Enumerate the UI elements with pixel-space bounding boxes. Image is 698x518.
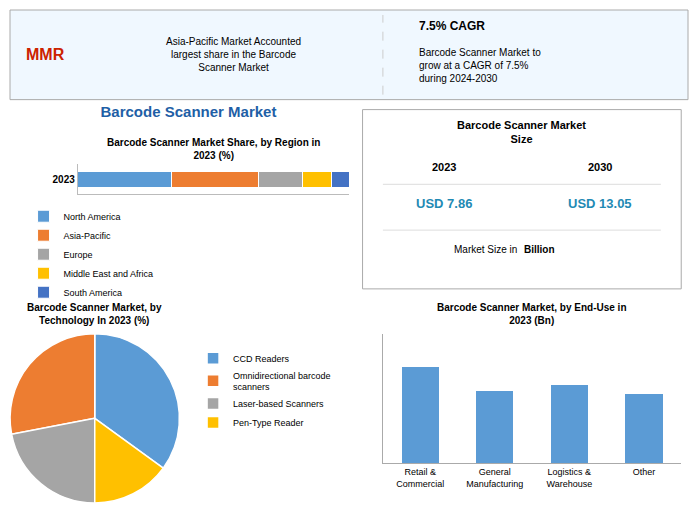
svg-text:MMR: MMR	[26, 46, 65, 63]
svg-text:GeneralManufacturing: GeneralManufacturing	[466, 467, 523, 489]
svg-text:USD 13.05: USD 13.05	[568, 196, 632, 211]
svg-text:South America: South America	[64, 288, 123, 298]
svg-text:Laser-based Scanners: Laser-based Scanners	[233, 399, 324, 409]
svg-text:Barcode Scanner Market togrow: Barcode Scanner Market togrow at a CAGR …	[419, 47, 541, 84]
svg-text:Middle East and Africa: Middle East and Africa	[64, 269, 154, 279]
svg-text:7.5% CAGR: 7.5% CAGR	[419, 19, 485, 33]
svg-text:2023: 2023	[53, 174, 76, 185]
svg-text:North America: North America	[64, 212, 121, 222]
svg-text:Barcode Scanner MarketSize: Barcode Scanner MarketSize	[457, 119, 586, 145]
svg-text:USD 7.86: USD 7.86	[416, 196, 472, 211]
svg-text:Logistics &Warehouse: Logistics &Warehouse	[546, 467, 592, 489]
svg-text:Retail &Commercial: Retail &Commercial	[396, 467, 444, 489]
svg-text:Omnidirectional barcodescanner: Omnidirectional barcodescanners	[233, 371, 331, 393]
svg-text:Barcode Scanner Market: Barcode Scanner Market	[101, 103, 277, 120]
svg-text:2030: 2030	[588, 161, 612, 173]
svg-text:Billion: Billion	[524, 244, 555, 255]
svg-text:Barcode Scanner Market Share,: Barcode Scanner Market Share, by Region …	[107, 137, 320, 161]
svg-text:Asia-Pacific: Asia-Pacific	[64, 231, 112, 241]
svg-text:Europe: Europe	[64, 250, 93, 260]
svg-text:Barcode Scanner Market, by End: Barcode Scanner Market, by End-Use in202…	[437, 302, 627, 326]
svg-text:Market Size in: Market Size in	[454, 244, 520, 255]
svg-text:Pen-Type Reader: Pen-Type Reader	[233, 418, 304, 428]
svg-text:2023: 2023	[432, 161, 456, 173]
svg-text:Asia-Pacific Market Accountedl: Asia-Pacific Market Accountedlargest sha…	[166, 36, 301, 73]
svg-text:Other: Other	[633, 467, 656, 477]
svg-text:Barcode Scanner Market, byTech: Barcode Scanner Market, byTechnology In …	[27, 302, 162, 326]
svg-text:CCD Readers: CCD Readers	[233, 354, 290, 364]
